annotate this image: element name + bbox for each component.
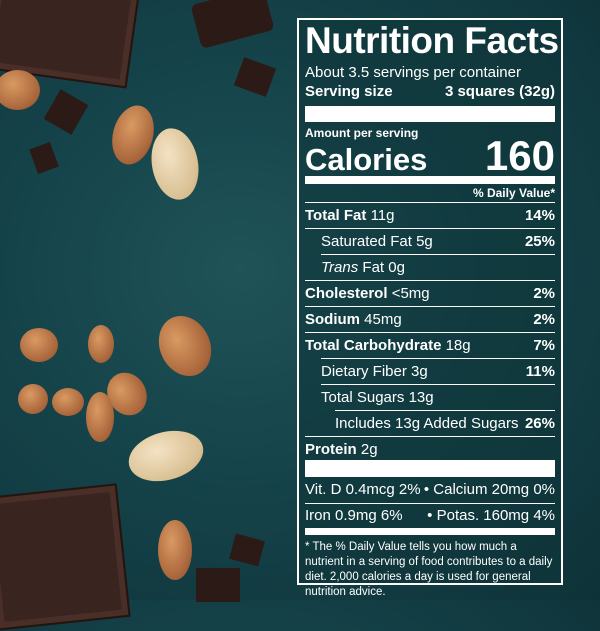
nutrition-facts-label: Nutrition Facts About 3.5 servings per c… bbox=[297, 18, 563, 598]
divider bbox=[305, 202, 555, 203]
divider bbox=[305, 436, 555, 437]
chocolate-chunk bbox=[196, 568, 240, 602]
medium-divider bbox=[305, 176, 555, 184]
almond bbox=[88, 325, 114, 363]
almond bbox=[86, 392, 114, 442]
nutrient-added-sugars: Includes 13g Added Sugars 26% bbox=[335, 415, 555, 432]
divider bbox=[305, 306, 555, 307]
nutrient-dietary-fiber: Dietary Fiber 3g 11% bbox=[321, 363, 555, 380]
footnote: * The % Daily Value tells you how much a… bbox=[305, 541, 553, 598]
almond bbox=[0, 70, 40, 110]
calories-label: Calories bbox=[305, 142, 428, 177]
almond bbox=[123, 422, 209, 490]
divider bbox=[321, 254, 555, 255]
medium-divider bbox=[305, 528, 555, 535]
label-title: Nutrition Facts bbox=[305, 20, 559, 61]
amount-per-serving: Amount per serving bbox=[305, 126, 419, 140]
almond bbox=[52, 388, 84, 416]
almond bbox=[20, 328, 58, 362]
chocolate-chunk bbox=[233, 57, 277, 97]
vitamins-row-2: Iron 0.9mg 6% • Potas. 160mg 4% bbox=[305, 507, 555, 524]
chocolate-chunk bbox=[190, 0, 275, 49]
almond bbox=[149, 307, 221, 385]
almond bbox=[146, 124, 204, 204]
almond bbox=[18, 384, 48, 414]
divider bbox=[305, 228, 555, 229]
calories-value: 160 bbox=[484, 132, 555, 179]
daily-value-header: % Daily Value* bbox=[472, 186, 555, 200]
chocolate-bar-bottom bbox=[0, 483, 131, 631]
chocolate-chunk bbox=[43, 89, 89, 135]
calories-row: Calories 160 bbox=[305, 132, 555, 180]
divider bbox=[335, 410, 555, 411]
chocolate-chunk bbox=[29, 142, 59, 174]
serving-size-label: Serving size bbox=[305, 83, 393, 100]
serving-size-value: 3 squares (32g) bbox=[444, 83, 555, 100]
nutrient-sodium: Sodium 45mg 2% bbox=[305, 311, 555, 328]
nutrient-protein: Protein 2g bbox=[305, 441, 378, 458]
divider bbox=[305, 280, 555, 281]
divider bbox=[305, 503, 555, 504]
serving-size-row: Serving size 3 squares (32g) bbox=[305, 83, 555, 100]
nutrient-total-sugars: Total Sugars 13g bbox=[321, 389, 434, 406]
almond bbox=[158, 520, 192, 580]
thick-divider bbox=[305, 106, 555, 122]
nutrient-total-carbohydrate: Total Carbohydrate 18g 7% bbox=[305, 337, 555, 354]
chocolate-chunk bbox=[229, 533, 265, 567]
nutrient-trans-fat: Trans Fat 0g bbox=[321, 259, 405, 276]
servings-per-container: About 3.5 servings per container bbox=[305, 64, 521, 81]
nutrient-saturated-fat: Saturated Fat 5g 25% bbox=[321, 233, 555, 250]
nutrient-cholesterol: Cholesterol <5mg 2% bbox=[305, 285, 555, 302]
vitamins-row-1: Vit. D 0.4mcg 2% • Calcium 20mg 0% bbox=[305, 481, 555, 498]
divider bbox=[321, 358, 555, 359]
thick-divider bbox=[305, 460, 555, 477]
nutrient-total-fat: Total Fat 11g 14% bbox=[305, 207, 555, 224]
divider bbox=[305, 332, 555, 333]
divider bbox=[321, 384, 555, 385]
